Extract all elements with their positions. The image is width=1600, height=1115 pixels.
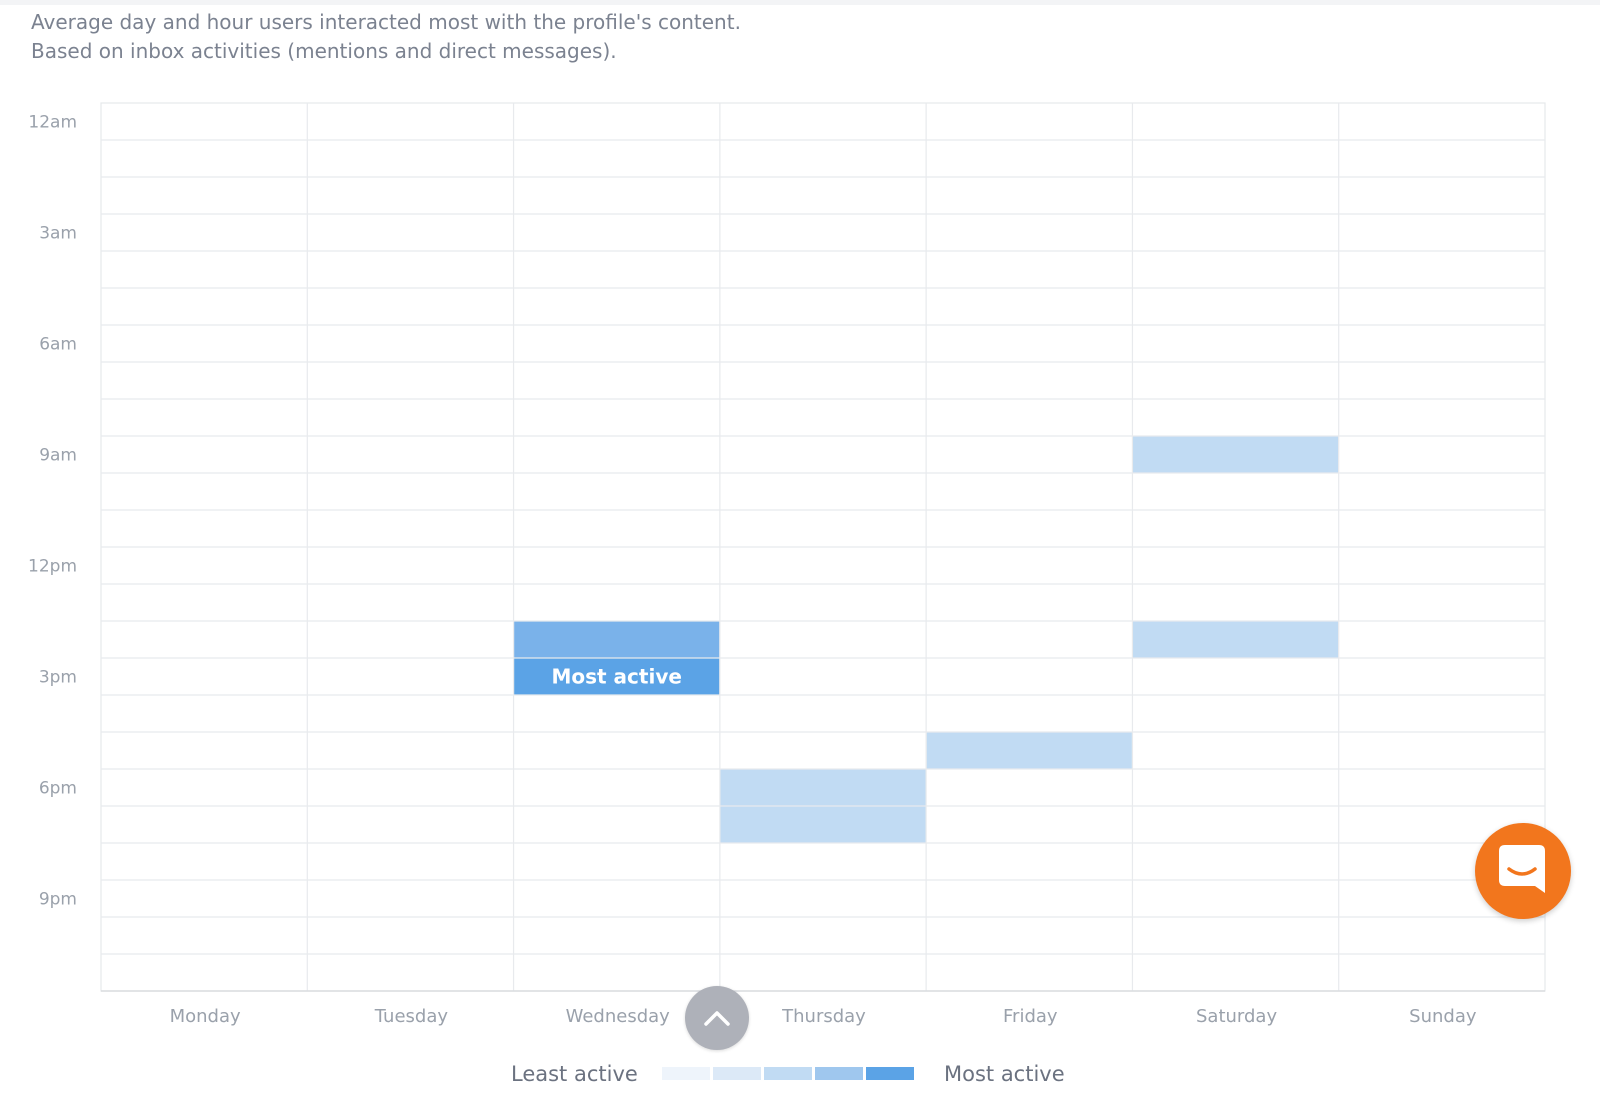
y-tick-label: 12pm <box>28 557 77 577</box>
legend-swatch <box>815 1067 863 1080</box>
heatmap-cell[interactable] <box>1132 436 1339 473</box>
chevron-up-icon <box>704 1011 730 1026</box>
top-divider <box>0 0 1600 5</box>
y-tick-label: 12am <box>28 113 77 133</box>
heatmap-cell[interactable] <box>720 806 926 843</box>
legend-swatch <box>764 1067 812 1080</box>
x-tick-label: Monday <box>170 1006 241 1027</box>
most-active-cell-label: Most active <box>551 665 681 689</box>
activity-heatmap: Most active 12am 3am 6am 9am 12pm 3pm 6pm 9pm Mon… <box>28 102 1546 1027</box>
chat-button[interactable] <box>1475 823 1571 919</box>
scroll-top-button[interactable] <box>685 986 749 1050</box>
legend-swatch <box>866 1067 914 1080</box>
x-tick-label: Friday <box>1003 1006 1058 1027</box>
x-tick-label: Tuesday <box>374 1006 449 1027</box>
y-tick-label: 9pm <box>39 890 77 910</box>
legend-most-label: Most active <box>944 1062 1065 1086</box>
chat-icon <box>1499 845 1545 893</box>
y-tick-label: 3am <box>39 224 77 244</box>
heatmap-cell[interactable] <box>514 621 720 658</box>
heatmap-cell[interactable] <box>1132 621 1339 658</box>
y-tick-label: 6pm <box>39 779 77 799</box>
x-tick-label: Sunday <box>1409 1006 1477 1027</box>
heatmap-cell[interactable] <box>514 658 720 695</box>
heatmap-cell[interactable] <box>720 769 926 806</box>
y-tick-label: 6am <box>39 335 77 355</box>
x-tick-label: Wednesday <box>566 1006 671 1027</box>
x-tick-label: Saturday <box>1196 1006 1277 1027</box>
y-tick-label: 3pm <box>39 668 77 688</box>
x-tick-label: Thursday <box>781 1006 866 1027</box>
description-line-2: Based on inbox activities (mentions and … <box>31 39 617 63</box>
heatmap-cell[interactable] <box>926 732 1132 769</box>
legend-swatch <box>713 1067 761 1080</box>
legend-swatch <box>662 1067 710 1080</box>
legend-least-label: Least active <box>511 1062 638 1086</box>
description-line-1: Average day and hour users interacted mo… <box>31 10 741 34</box>
heatmap-legend: Least active Most active <box>0 1058 1600 1090</box>
y-tick-label: 9am <box>39 446 77 466</box>
chart-description: Average day and hour users interacted mo… <box>31 8 741 66</box>
